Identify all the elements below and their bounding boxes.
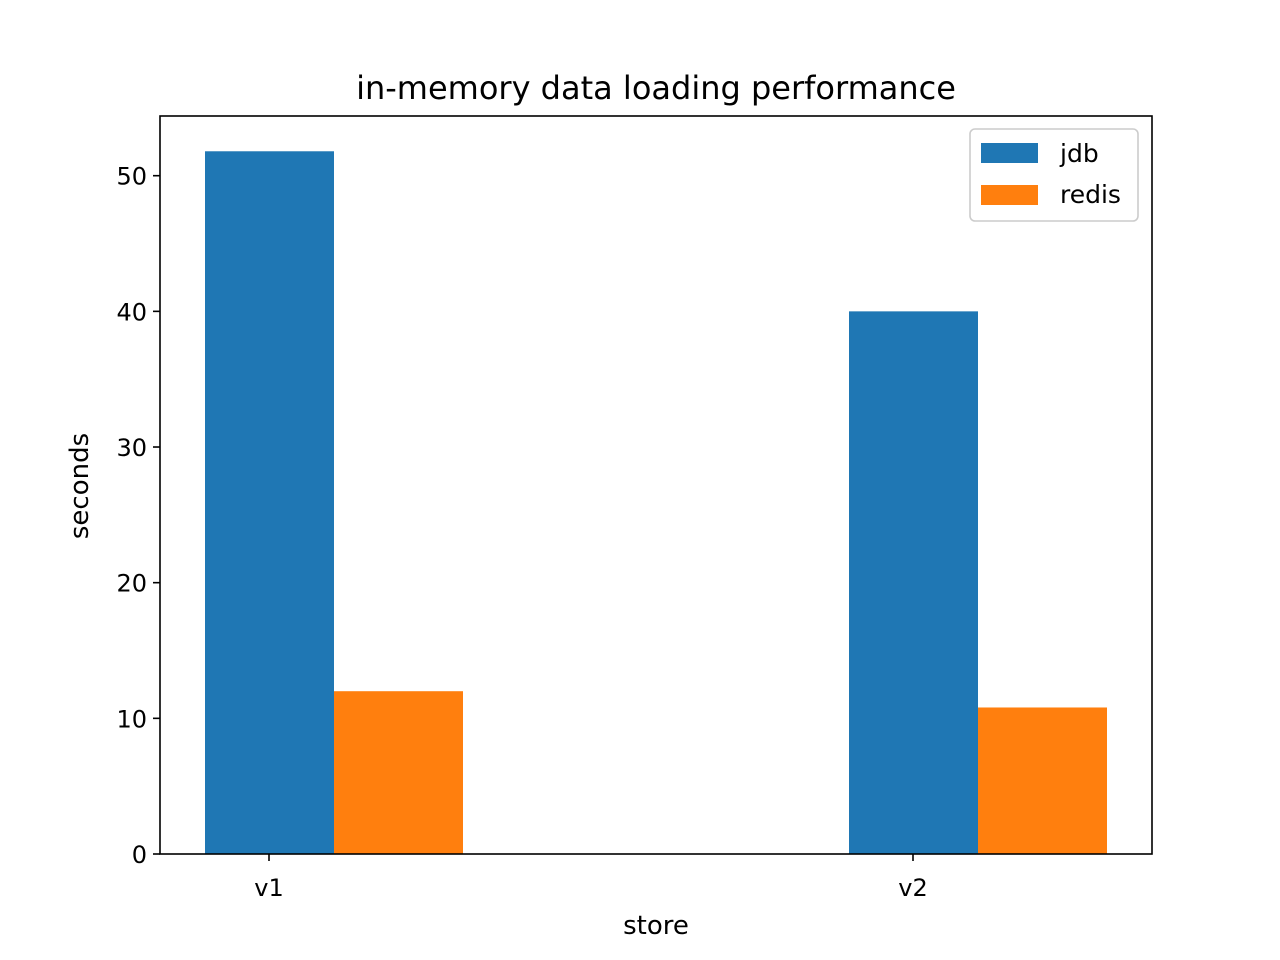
bar-redis-v1 bbox=[334, 691, 463, 854]
y-tick-label: 20 bbox=[116, 570, 147, 598]
bar-jdb-v1 bbox=[205, 151, 334, 854]
legend-swatch-jdb bbox=[981, 143, 1038, 163]
x-tick-label-v1: v1 bbox=[254, 874, 283, 902]
y-tick-label: 50 bbox=[116, 163, 147, 191]
plot-frame bbox=[159, 115, 1153, 855]
x-tick-label-v2: v2 bbox=[898, 874, 927, 902]
y-tick-label: 40 bbox=[116, 298, 147, 326]
bar-redis-v2 bbox=[978, 707, 1107, 854]
legend-swatch-redis bbox=[981, 185, 1038, 205]
bars-group bbox=[205, 151, 1107, 855]
bar-jdb-v2 bbox=[849, 311, 978, 855]
x-axis: v1 v2 bbox=[254, 854, 928, 902]
legend: jdb redis bbox=[969, 128, 1139, 222]
chart-title: in-memory data loading performance bbox=[356, 69, 956, 107]
x-axis-label: store bbox=[623, 911, 689, 941]
y-tick-label: 0 bbox=[132, 841, 147, 869]
y-tick-label: 30 bbox=[116, 434, 147, 462]
legend-label-jdb: jdb bbox=[1059, 139, 1099, 168]
y-tick-label: 10 bbox=[116, 705, 147, 733]
legend-label-redis: redis bbox=[1060, 180, 1121, 209]
y-axis: 0 10 20 30 40 50 bbox=[116, 163, 160, 869]
y-axis-label: seconds bbox=[65, 433, 95, 539]
